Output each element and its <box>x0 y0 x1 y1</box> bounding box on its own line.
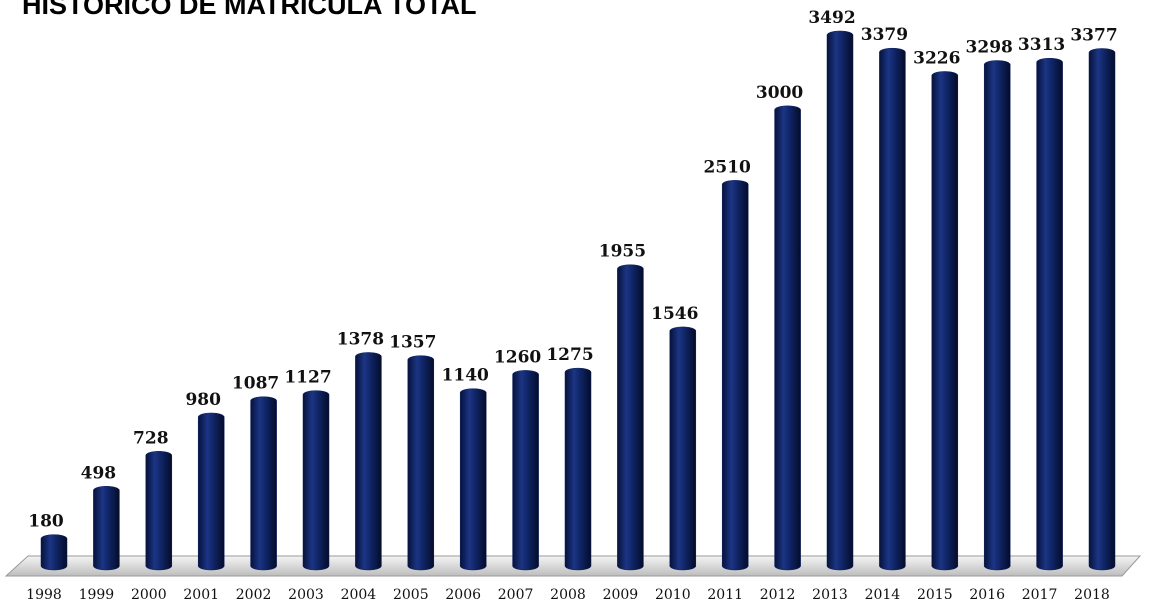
data-label: 1260 <box>494 347 541 367</box>
x-tick-label: 2005 <box>393 587 429 603</box>
chart-title: HISTORICO DE MATRICULA TOTAL <box>22 0 476 20</box>
x-tick-label: 2014 <box>865 587 901 603</box>
data-label: 1357 <box>389 333 436 353</box>
x-tick-label: 2009 <box>603 587 639 603</box>
bar <box>407 355 435 571</box>
x-tick-label: 2018 <box>1074 587 1110 603</box>
x-tick-label: 2007 <box>498 587 534 603</box>
bar <box>669 326 697 571</box>
bar <box>774 105 801 571</box>
bar <box>512 370 539 571</box>
x-tick-label: 2016 <box>969 587 1005 603</box>
x-tick-label: 2013 <box>812 587 848 603</box>
bar <box>40 534 68 571</box>
x-tick-label: 2015 <box>917 587 953 603</box>
x-tick-label: 2011 <box>707 587 743 603</box>
bar <box>250 396 277 571</box>
bar <box>302 390 330 571</box>
bar <box>459 388 487 571</box>
data-label: 3313 <box>1018 35 1065 55</box>
bar <box>145 451 173 571</box>
bar <box>355 352 382 571</box>
data-label: 3379 <box>861 25 908 45</box>
bar <box>93 486 120 571</box>
data-label: 1378 <box>337 329 384 349</box>
x-tick-label: 1999 <box>79 587 115 603</box>
data-label: 1955 <box>599 242 646 262</box>
data-label: 3298 <box>966 38 1013 58</box>
x-tick-label: 2017 <box>1022 587 1058 603</box>
data-label: 180 <box>28 512 64 532</box>
x-tick-label: 2006 <box>445 587 481 603</box>
bar <box>564 367 592 571</box>
data-label: 1275 <box>546 345 593 365</box>
x-tick-label: 1998 <box>26 587 62 603</box>
data-label: 728 <box>133 428 169 448</box>
data-label: 498 <box>81 463 117 483</box>
data-label: 3226 <box>913 48 960 68</box>
x-tick-label: 2002 <box>236 587 272 603</box>
bar <box>617 264 644 571</box>
data-label: 980 <box>185 390 221 410</box>
x-tick-label: 2001 <box>183 587 219 603</box>
x-tick-label: 2000 <box>131 587 167 603</box>
bar <box>879 47 906 571</box>
x-tick-label: 2003 <box>288 587 324 603</box>
bar <box>983 60 1011 571</box>
data-label: 1546 <box>651 304 698 324</box>
x-tick-label: 2012 <box>760 587 796 603</box>
data-label: 3377 <box>1070 25 1117 45</box>
bar <box>826 30 854 571</box>
x-tick-label: 2008 <box>550 587 586 603</box>
x-tick-label: 2010 <box>655 587 691 603</box>
bar <box>931 71 959 571</box>
data-label: 1140 <box>442 366 489 386</box>
x-tick-label: 2004 <box>341 587 377 603</box>
data-label: 2510 <box>704 157 751 177</box>
bar <box>721 180 749 571</box>
data-label: 3000 <box>756 83 803 103</box>
data-label: 1087 <box>232 374 279 394</box>
data-label: 3492 <box>808 8 855 28</box>
data-label: 1127 <box>284 368 331 388</box>
bar <box>1088 48 1116 571</box>
bar <box>1036 57 1063 571</box>
bar <box>197 412 225 571</box>
